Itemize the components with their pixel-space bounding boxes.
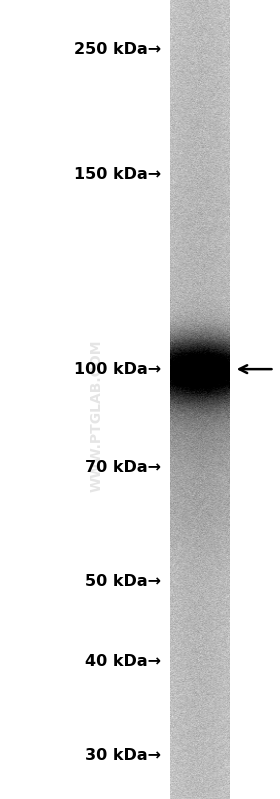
Text: 250 kDa→: 250 kDa→ bbox=[74, 42, 161, 57]
Text: 70 kDa→: 70 kDa→ bbox=[85, 460, 161, 475]
Text: 150 kDa→: 150 kDa→ bbox=[74, 167, 161, 181]
Text: 50 kDa→: 50 kDa→ bbox=[85, 574, 161, 589]
Text: 40 kDa→: 40 kDa→ bbox=[85, 654, 161, 669]
Text: 30 kDa→: 30 kDa→ bbox=[85, 748, 161, 762]
Text: 100 kDa→: 100 kDa→ bbox=[74, 362, 161, 376]
Text: WWW.PTGLAB.COM: WWW.PTGLAB.COM bbox=[90, 340, 104, 491]
